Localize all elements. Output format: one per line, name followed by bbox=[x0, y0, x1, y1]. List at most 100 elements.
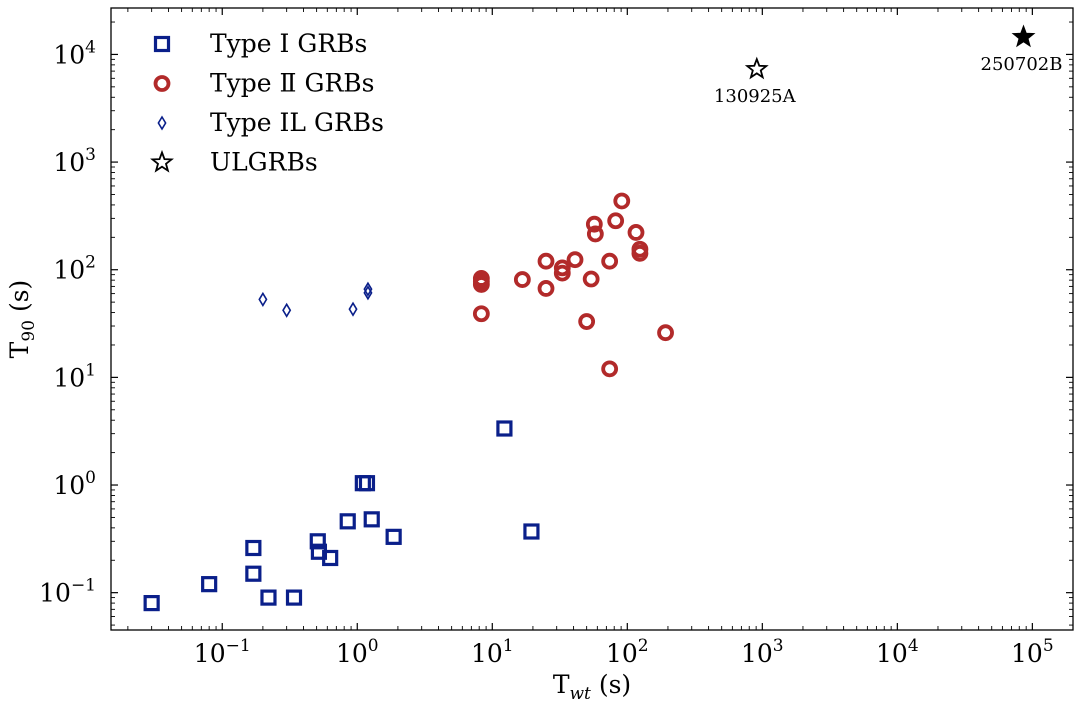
point-square-0-4 bbox=[260, 589, 277, 606]
legend-label-2: Type IL GRBs bbox=[210, 108, 384, 137]
tick-base: 10 bbox=[39, 579, 71, 608]
point-annotations: 130925A 250702B bbox=[714, 54, 1063, 107]
y-axis-title-main: T bbox=[5, 341, 34, 358]
point-square-0-6 bbox=[309, 533, 326, 550]
tick-base: 10 bbox=[471, 639, 503, 668]
x-axis-ticks: 10−1 100 101 102 103 104 105 bbox=[127, 8, 1074, 668]
point-diamond-2-2 bbox=[348, 301, 358, 317]
point-label-0: 130925A bbox=[714, 86, 797, 107]
point-circle-1-18 bbox=[627, 224, 645, 241]
point-circle-1-10 bbox=[578, 313, 596, 330]
point-circle-1-16 bbox=[607, 212, 625, 230]
tick-exponent: 1 bbox=[85, 360, 96, 380]
y-tick-label-4: 103 bbox=[53, 145, 96, 177]
point-diamond-2-1 bbox=[282, 302, 292, 318]
x-tick-label-1: 100 bbox=[336, 636, 379, 668]
point-square-0-8 bbox=[322, 549, 339, 567]
tick-exponent: 4 bbox=[85, 37, 96, 57]
x-tick-label-0: 10−1 bbox=[194, 636, 251, 668]
point-star-3-1 bbox=[1011, 24, 1036, 48]
point-square-0-13 bbox=[385, 528, 402, 545]
legend-label-0: Type I GRBs bbox=[210, 29, 367, 58]
point-square-0-12 bbox=[363, 511, 380, 528]
tick-base: 10 bbox=[53, 40, 85, 69]
tick-exponent: 2 bbox=[85, 253, 96, 273]
x-axis-title-main: T bbox=[553, 670, 570, 699]
plot-frame bbox=[110, 7, 1074, 631]
point-circle-1-15 bbox=[601, 360, 619, 378]
point-circle-1-11 bbox=[582, 270, 600, 288]
point-square-0-3 bbox=[245, 565, 262, 582]
point-star-3-0 bbox=[744, 56, 769, 80]
point-circle-1-17 bbox=[613, 192, 631, 210]
tick-exponent: 4 bbox=[908, 636, 919, 656]
y-tick-label-0: 10−1 bbox=[39, 576, 96, 608]
point-circle-1-9 bbox=[566, 251, 584, 269]
x-tick-label-6: 105 bbox=[1011, 636, 1054, 668]
tick-base: 10 bbox=[53, 256, 85, 285]
tick-exponent: −1 bbox=[226, 636, 251, 656]
tick-exponent: 2 bbox=[638, 636, 649, 656]
point-circle-1-21 bbox=[657, 324, 674, 342]
y-axis-title-sub: 90 bbox=[19, 320, 39, 342]
x-tick-label-4: 103 bbox=[741, 636, 784, 668]
point-square-0-2 bbox=[245, 539, 262, 557]
point-circle-1-6 bbox=[537, 280, 555, 297]
tick-base: 10 bbox=[1011, 639, 1043, 668]
tick-base: 10 bbox=[876, 639, 908, 668]
y-tick-label-2: 101 bbox=[53, 360, 96, 392]
point-square-0-0 bbox=[143, 595, 160, 612]
legend-marker-square bbox=[153, 35, 171, 53]
data-marks bbox=[143, 24, 1036, 612]
x-axis-title-unit: (s) bbox=[591, 670, 631, 699]
tick-exponent: 0 bbox=[85, 468, 96, 488]
legend-label-3: ULGRBs bbox=[210, 148, 318, 177]
point-circle-1-20 bbox=[631, 244, 649, 262]
point-circle-1-8 bbox=[553, 264, 571, 282]
point-square-0-14 bbox=[496, 420, 513, 437]
y-axis-title-unit: (s) bbox=[5, 280, 34, 320]
point-circle-1-2 bbox=[472, 276, 490, 293]
point-square-0-11 bbox=[358, 475, 376, 492]
point-square-0-15 bbox=[523, 523, 540, 540]
point-square-0-9 bbox=[339, 513, 356, 530]
tick-base: 10 bbox=[336, 639, 368, 668]
point-circle-1-13 bbox=[586, 225, 604, 243]
x-axis-title-sub: wt bbox=[570, 684, 592, 704]
tick-exponent: 5 bbox=[1043, 636, 1054, 656]
legend-marker-star bbox=[150, 149, 174, 173]
x-tick-label-3: 102 bbox=[606, 636, 649, 668]
point-square-0-1 bbox=[201, 576, 218, 593]
point-circle-1-5 bbox=[537, 252, 555, 270]
point-circle-1-3 bbox=[472, 305, 490, 323]
legend-label-1: Type Ⅱ GRBs bbox=[210, 69, 374, 98]
point-diamond-2-3 bbox=[363, 281, 373, 297]
tick-base: 10 bbox=[741, 639, 773, 668]
tick-base: 10 bbox=[53, 148, 85, 177]
y-tick-label-3: 102 bbox=[53, 253, 96, 285]
point-square-0-10 bbox=[354, 475, 371, 492]
y-tick-label-5: 104 bbox=[53, 37, 96, 69]
tick-exponent: 3 bbox=[773, 636, 784, 656]
tick-base: 10 bbox=[53, 363, 85, 392]
y-tick-label-1: 100 bbox=[53, 468, 96, 500]
tick-exponent: −1 bbox=[71, 576, 96, 596]
legend: Type I GRBs Type Ⅱ GRBs Type IL GRBs ULGRBs bbox=[150, 29, 384, 177]
tick-exponent: 3 bbox=[85, 145, 96, 165]
tick-base: 10 bbox=[194, 639, 226, 668]
x-tick-label-2: 101 bbox=[471, 636, 514, 668]
y-axis-title: T90 (s) bbox=[5, 280, 39, 359]
x-axis-title: Twt (s) bbox=[553, 670, 631, 704]
tick-exponent: 0 bbox=[368, 636, 379, 656]
point-diamond-2-0 bbox=[258, 291, 268, 307]
point-circle-1-4 bbox=[513, 271, 531, 288]
point-circle-1-14 bbox=[601, 252, 619, 270]
tick-base: 10 bbox=[53, 471, 85, 500]
point-label-1: 250702B bbox=[981, 54, 1063, 75]
tick-base: 10 bbox=[606, 639, 638, 668]
point-diamond-2-4 bbox=[363, 285, 373, 301]
point-circle-1-12 bbox=[585, 215, 603, 233]
point-square-0-5 bbox=[285, 589, 303, 606]
